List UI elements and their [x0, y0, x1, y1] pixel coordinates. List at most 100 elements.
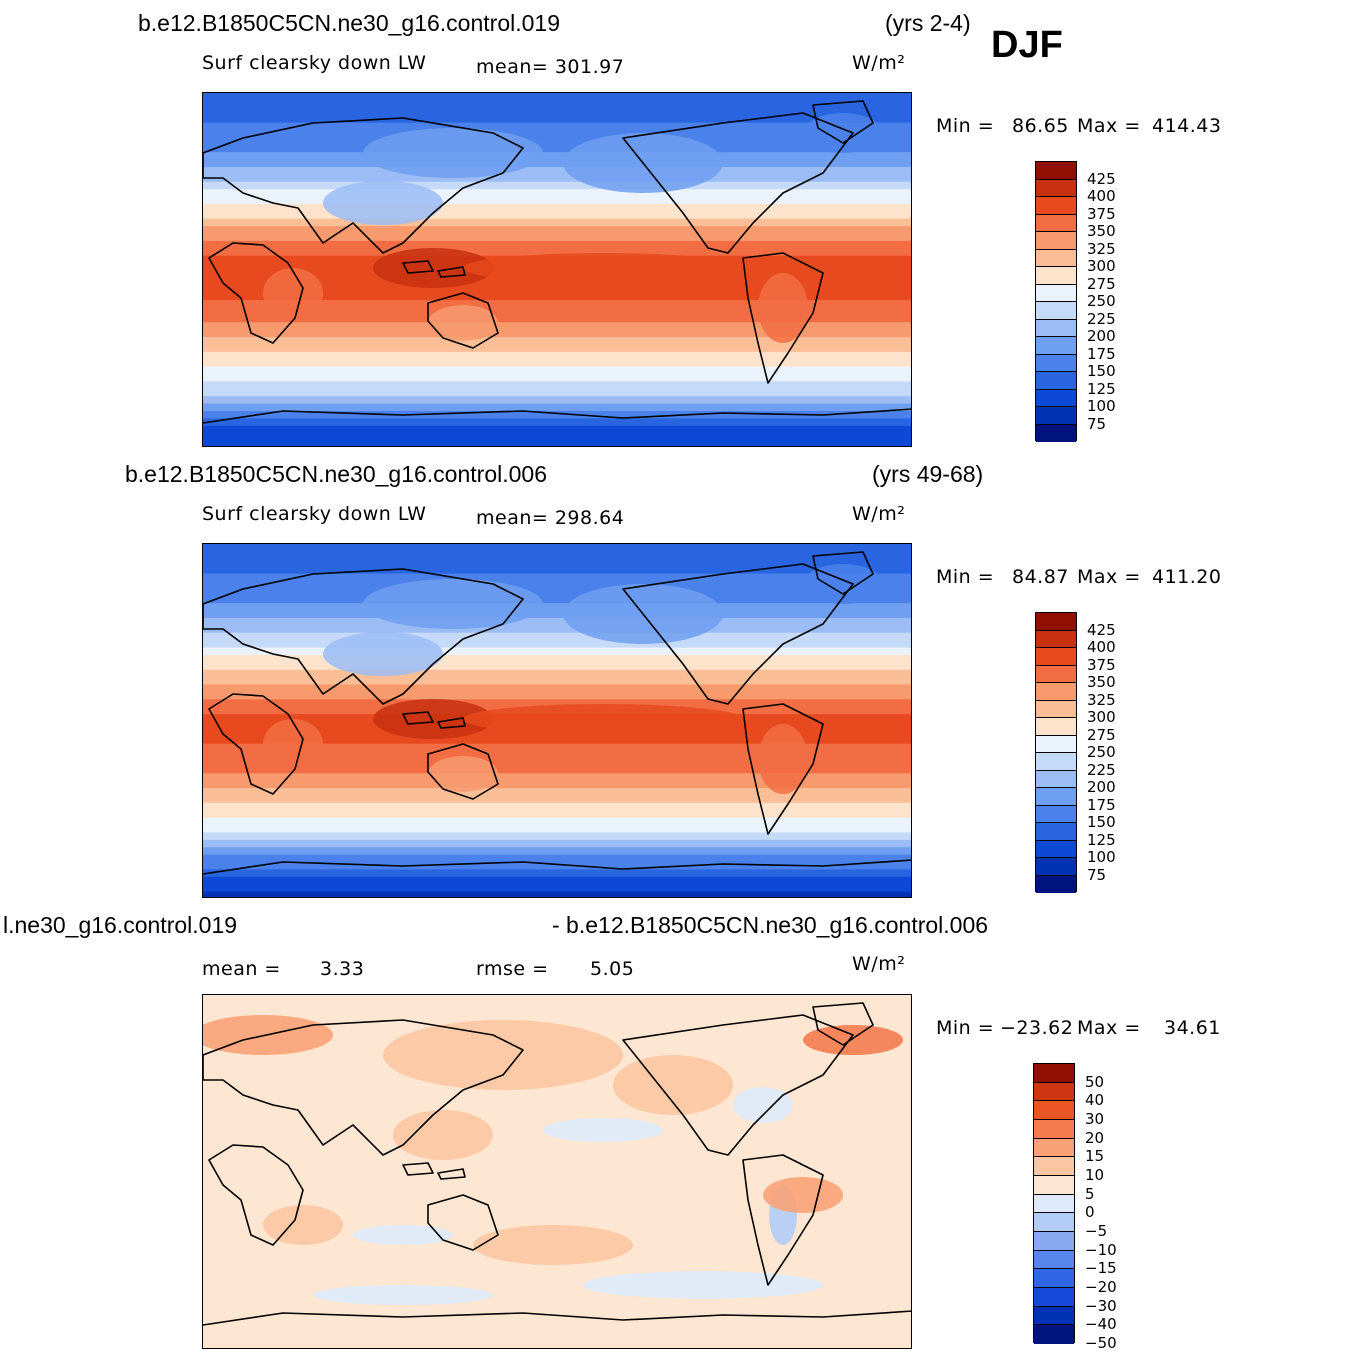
zonal-band: [203, 854, 911, 864]
colorbar-tick-label: 225: [1087, 760, 1116, 779]
colorbar-tick-label: 425: [1087, 620, 1116, 639]
zonal-band: [203, 780, 911, 790]
colorbar-tick-label: 125: [1087, 379, 1116, 398]
colorbar-tick-label: 300: [1087, 708, 1116, 726]
colorbar-tick-label: 150: [1087, 813, 1116, 831]
zonal-band: [203, 425, 911, 435]
colorbar-swatch: [1036, 788, 1076, 806]
colorbar-swatch: [1036, 197, 1076, 215]
colorbar-tick-label: 40: [1085, 1091, 1105, 1110]
zonal-band: [203, 580, 911, 590]
colorbar-swatch: [1034, 1287, 1074, 1307]
panel2-min-value: 84.87: [1012, 566, 1069, 588]
coastline: [742, 252, 824, 384]
colorbar-swatch: [1036, 302, 1076, 320]
zonal-band: [203, 233, 911, 242]
zonal-band: [203, 603, 911, 612]
zonal-band: [203, 203, 911, 213]
zonal-band: [203, 588, 911, 597]
panel2-colorbar: 425 400 375 350 325 300 275 250 225 200 175 150 125 1…: [1035, 612, 1155, 893]
panel1-map: [202, 92, 912, 447]
zonal-band: [203, 285, 911, 294]
panel1-max-value: 414.43: [1152, 115, 1222, 137]
field-contour: [363, 128, 543, 178]
colorbar-tick-label: 325: [1087, 239, 1116, 258]
zonal-band: [203, 891, 911, 897]
panel2-variable: Surf clearsky down LW: [202, 503, 427, 525]
zonal-band: [203, 314, 911, 324]
zonal-band: [203, 788, 911, 797]
zonal-band: [203, 640, 911, 649]
coastline: [437, 1168, 466, 1180]
zonal-band: [203, 862, 911, 871]
panel2-map: [202, 543, 912, 898]
coastline: [622, 563, 854, 705]
colorbar-swatch: [1036, 648, 1076, 666]
zonal-band: [203, 359, 911, 368]
zonal-band: [203, 810, 911, 819]
panel1-min-value: 86.65: [1012, 115, 1069, 137]
colorbar-swatch: [1034, 1306, 1074, 1326]
zonal-band: [203, 366, 911, 376]
coastline: [203, 408, 911, 424]
zonal-band: [203, 374, 911, 383]
coastline: [203, 117, 524, 254]
field-contour: [263, 719, 323, 769]
panel2-min-label: Min =: [936, 566, 995, 588]
zonal-band: [203, 677, 911, 686]
field-contour: [363, 579, 543, 629]
zonal-band: [203, 403, 911, 413]
zonal-band: [203, 211, 911, 220]
colorbar-swatches: [1035, 612, 1077, 893]
coastline: [437, 266, 466, 278]
zonal-band: [203, 226, 911, 235]
coastline: [203, 568, 524, 705]
zonal-band: [203, 329, 911, 339]
zonal-band: [203, 632, 911, 642]
panel3-mean-value: 3.33: [320, 958, 365, 980]
field-contour: [733, 1087, 793, 1123]
field-contour: [373, 699, 493, 739]
zonal-band: [203, 344, 911, 353]
panel3-case-right: - b.e12.B1850C5CN.ne30_g16.control.006: [552, 912, 989, 938]
panel3-max-label: Max =: [1077, 1017, 1141, 1039]
zonal-band: [203, 115, 911, 124]
colorbar-swatch: [1034, 1064, 1074, 1083]
panel2-max-label: Max =: [1077, 566, 1141, 588]
zonal-band: [203, 825, 911, 834]
zonal-band: [203, 107, 911, 117]
colorbar-tick-label: −15: [1085, 1259, 1117, 1278]
zonal-band: [203, 684, 911, 693]
coastline: [427, 1194, 499, 1251]
colorbar-tick-label: 150: [1087, 362, 1116, 380]
zonal-band: [203, 847, 911, 856]
panel3-min-label: Min =: [936, 1017, 995, 1039]
field-contour: [263, 1205, 343, 1245]
colorbar-tick-label: 15: [1085, 1147, 1105, 1166]
zonal-band: [203, 817, 911, 827]
panel1-units: W/m²: [852, 52, 906, 74]
colorbar-tick-label: 300: [1087, 257, 1116, 275]
colorbar-tick-label: −30: [1085, 1296, 1117, 1315]
colorbar-tick-label: 375: [1087, 204, 1116, 223]
zonal-band: [203, 292, 911, 302]
zonal-band: [203, 625, 911, 634]
zonal-band: [203, 137, 911, 146]
colorbar-swatch: [1034, 1119, 1074, 1139]
zonal-band: [203, 100, 911, 109]
colorbar-swatch: [1036, 284, 1076, 302]
colorbar-swatch: [1036, 823, 1076, 841]
field-contour: [463, 704, 743, 734]
field-contour: [803, 113, 883, 153]
colorbar-swatch: [1036, 770, 1076, 788]
colorbar-swatches: [1035, 161, 1077, 442]
zonal-band: [203, 839, 911, 849]
zonal-band: [203, 144, 911, 154]
panel3-colorbar: 50 40 30 20 15 10 5 0 −5 −10 −15 −20 −30 −40 −50: [1033, 1063, 1153, 1351]
zonal-band: [203, 669, 911, 679]
panel2-max-value: 411.20: [1152, 566, 1222, 588]
colorbar-tick-label: −5: [1085, 1222, 1108, 1240]
zonal-band: [203, 181, 911, 191]
panel2-mean: mean= 298.64: [476, 507, 625, 529]
colorbar-swatches: [1033, 1063, 1075, 1344]
